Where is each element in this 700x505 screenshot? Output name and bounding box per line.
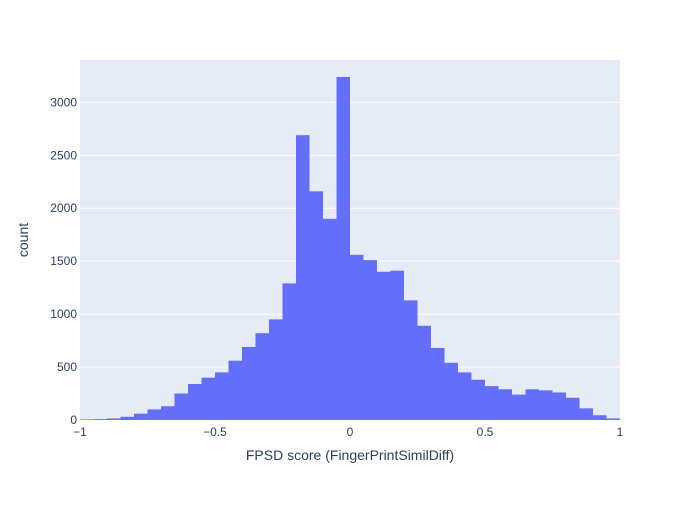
- histogram-bar: [444, 362, 458, 420]
- y-tick-label: 1000: [50, 307, 77, 321]
- x-tick-label: 0: [347, 425, 354, 439]
- histogram-bar: [593, 415, 607, 420]
- histogram-bar: [309, 191, 323, 420]
- histogram-bar: [296, 135, 310, 421]
- histogram-bar: [458, 372, 472, 420]
- y-tick-label: 500: [57, 360, 77, 374]
- histogram-bars: [80, 76, 620, 421]
- histogram-bar: [174, 393, 188, 420]
- histogram-bar: [431, 348, 445, 420]
- histogram-bar: [120, 416, 134, 420]
- histogram-bar: [566, 397, 580, 420]
- x-axis-title: FPSD score (FingerPrintSimilDiff): [246, 447, 454, 463]
- histogram-bar: [579, 408, 593, 420]
- histogram-bar: [336, 76, 350, 421]
- histogram-bar: [93, 419, 107, 420]
- histogram-bar: [242, 346, 256, 420]
- histogram-bar: [107, 418, 121, 420]
- histogram-bar: [255, 333, 269, 420]
- histogram-bar: [201, 377, 215, 420]
- histogram-bar: [228, 360, 242, 420]
- y-tick-label: 2500: [50, 148, 77, 162]
- histogram-bar: [377, 271, 391, 420]
- histogram-bar: [215, 372, 229, 420]
- histogram-bar: [512, 394, 526, 420]
- y-tick-label: 0: [70, 413, 77, 427]
- x-axis-ticks: −1 −0.5 0 0.5 1: [73, 425, 624, 439]
- y-tick-label: 1500: [50, 254, 77, 268]
- histogram-bar: [282, 283, 296, 420]
- x-tick-label: −0.5: [203, 425, 227, 439]
- histogram-bar: [390, 270, 404, 420]
- histogram-bar: [80, 419, 94, 420]
- histogram-bar: [404, 300, 418, 420]
- histogram-bar: [471, 379, 485, 420]
- histogram-bar: [525, 389, 539, 420]
- histogram-bar: [323, 218, 337, 420]
- histogram-bar: [350, 254, 364, 420]
- histogram-bar: [161, 406, 175, 420]
- histogram-bar: [188, 384, 202, 420]
- histogram-bar: [552, 392, 566, 420]
- histogram-bar: [606, 418, 620, 420]
- x-tick-label: 1: [617, 425, 624, 439]
- x-tick-label: −1: [73, 425, 87, 439]
- y-tick-label: 2000: [50, 201, 77, 215]
- x-tick-label: 0.5: [477, 425, 494, 439]
- histogram-bar: [269, 319, 283, 420]
- y-axis-ticks: 0 500 1000 1500 2000 2500 3000: [50, 95, 77, 427]
- histogram-bar: [539, 390, 553, 420]
- y-axis-title: count: [15, 223, 31, 257]
- histogram-bar: [134, 413, 148, 420]
- histogram-bar: [485, 386, 499, 420]
- histogram-bar: [417, 325, 431, 420]
- histogram-bar: [363, 260, 377, 420]
- y-tick-label: 3000: [50, 95, 77, 109]
- histogram-bar: [147, 409, 161, 420]
- histogram-bar: [498, 389, 512, 420]
